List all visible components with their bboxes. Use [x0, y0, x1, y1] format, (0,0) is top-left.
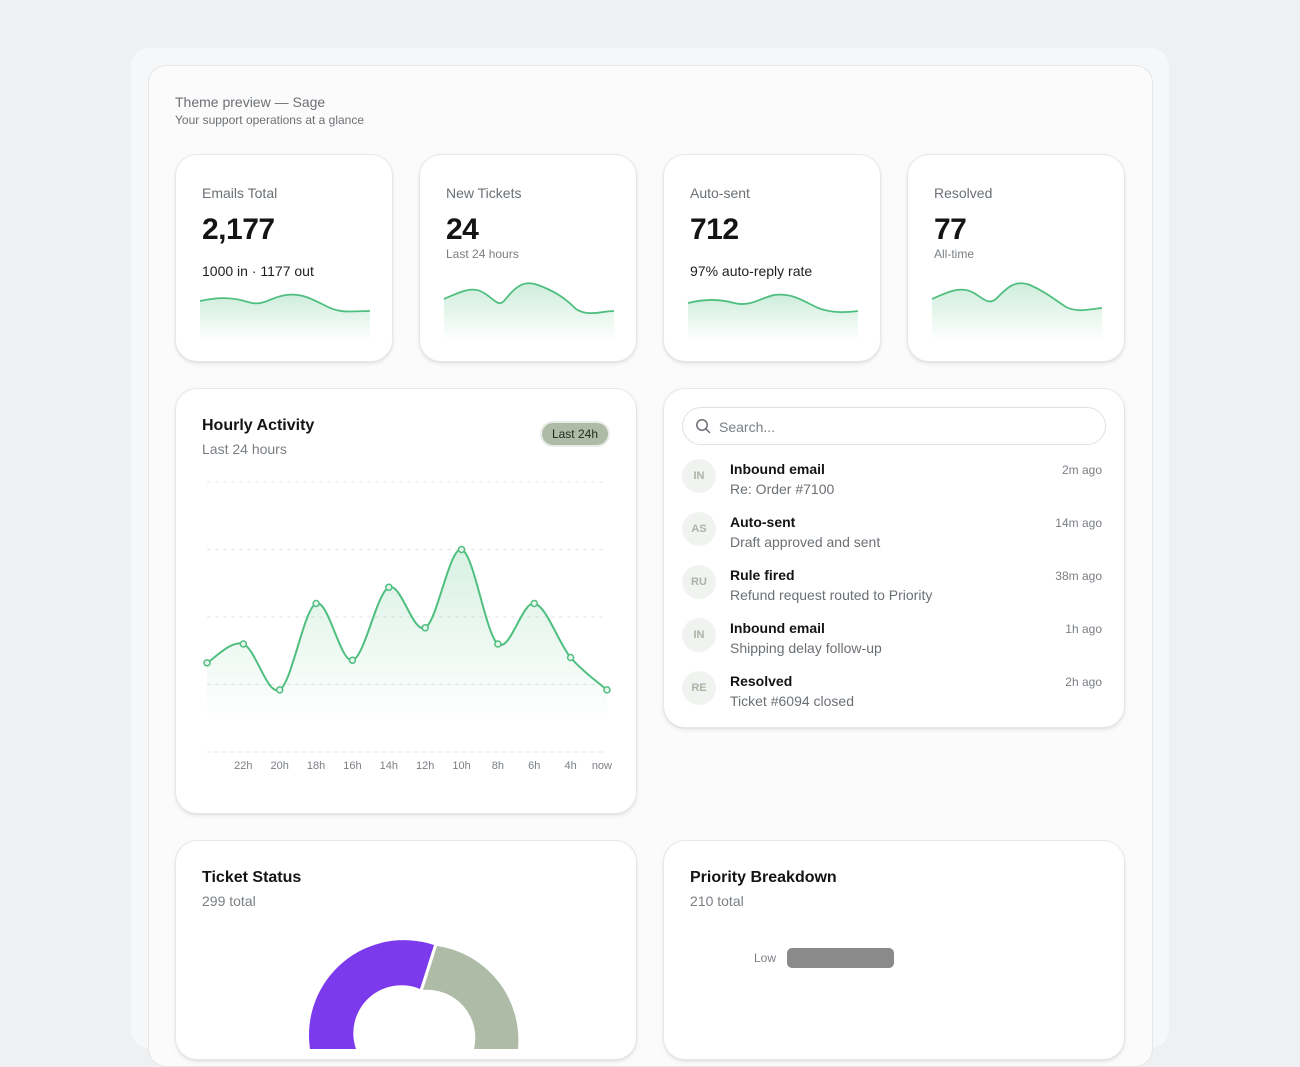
activity-feed-card: IN Inbound email Re: Order #7100 2m ago … [663, 388, 1125, 728]
ticket-status-card: Ticket Status 299 total [175, 840, 637, 1060]
data-point[interactable] [603, 686, 611, 694]
page-subtitle: Your support operations at a glance [175, 113, 365, 127]
data-point[interactable] [385, 583, 393, 592]
kpi-label: New Tickets [446, 185, 522, 201]
activity-title: Inbound email [730, 620, 825, 636]
activity-title: Rule fired [730, 567, 795, 583]
hourly-activity-chart: 22h 20h 18h 16h 14h 12h 10h 8h 6h 4h now [203, 481, 612, 772]
data-point[interactable] [203, 659, 211, 667]
activity-title: Resolved [730, 673, 793, 689]
kpi-label: Resolved [934, 185, 993, 201]
search-icon [696, 419, 711, 434]
x-tick-label: 20h [271, 760, 289, 772]
data-point[interactable] [239, 640, 248, 648]
range-pill[interactable]: Last 24h [541, 423, 608, 445]
activity-item[interactable]: IN Inbound email Shipping delay follow-u… [682, 618, 1106, 668]
activity-detail: Ticket #6094 closed [730, 693, 854, 709]
card-title: Priority Breakdown [690, 869, 837, 886]
activity-detail: Shipping delay follow-up [730, 640, 882, 656]
activity-time: 14m ago [1055, 516, 1102, 530]
activity-item[interactable]: RU Rule fired Refund request routed to P… [682, 565, 1106, 615]
activity-title: Inbound email [730, 461, 825, 477]
hourly-activity-card: Hourly Activity Last 24 hours Last 24h 2… [175, 388, 637, 814]
activity-item[interactable]: IN Inbound email Re: Order #7100 2m ago [682, 459, 1106, 509]
priority-label-low: Low [754, 951, 777, 965]
kpi-card-resolved: Resolved 77 All-time [907, 154, 1125, 362]
activity-item[interactable]: AS Auto-sent Draft approved and sent 14m… [682, 512, 1106, 562]
card-subtitle: 299 total [202, 893, 256, 909]
donut-segment-open [308, 940, 434, 1049]
kpi-subtext: Last 24 hours [446, 247, 519, 261]
search-box[interactable] [682, 407, 1106, 445]
priority-bar-low [787, 948, 894, 968]
search-input[interactable] [717, 416, 1091, 438]
activity-detail: Refund request routed to Priority [730, 587, 933, 603]
card-title: Hourly Activity [202, 417, 315, 434]
x-tick-label: 16h [343, 760, 361, 772]
sparkline [443, 282, 615, 341]
donut-segment-other [423, 946, 519, 1049]
kpi-subtext: 1000 in · 1177 out [202, 263, 314, 279]
kpi-value: 77 [934, 213, 967, 246]
data-point[interactable] [421, 624, 429, 632]
kpi-value: 712 [690, 213, 739, 246]
kpi-label: Emails Total [202, 185, 278, 201]
data-point[interactable] [530, 599, 539, 608]
x-tick-label: 12h [416, 760, 434, 772]
kpi-card-emails-total: Emails Total 2,177 1000 in · 1177 out [175, 154, 393, 362]
x-tick-label: 8h [492, 760, 504, 772]
activity-title: Auto-sent [730, 514, 796, 530]
data-point[interactable] [566, 653, 575, 662]
kpi-subtext: All-time [934, 247, 975, 261]
kpi-value: 24 [446, 213, 479, 246]
data-point[interactable] [457, 545, 466, 554]
activity-time: 2h ago [1065, 675, 1102, 689]
x-tick-label: 4h [565, 760, 577, 772]
page-title: Theme preview — Sage [175, 94, 326, 110]
priority-breakdown-card: Priority Breakdown 210 total Low [663, 840, 1125, 1060]
data-point[interactable] [348, 656, 357, 664]
activity-detail: Re: Order #7100 [730, 481, 835, 497]
activity-badge: RE [682, 671, 716, 705]
data-point[interactable] [494, 640, 502, 648]
data-point[interactable] [275, 686, 284, 694]
x-tick-label: now [592, 760, 612, 772]
card-subtitle: Last 24 hours [202, 441, 287, 457]
activity-badge: IN [682, 459, 716, 493]
kpi-label: Auto-sent [690, 185, 750, 201]
activity-detail: Draft approved and sent [730, 534, 881, 550]
card-subtitle: 210 total [690, 893, 744, 909]
x-tick-label: 22h [234, 760, 252, 772]
area-fill [207, 549, 607, 722]
x-tick-label: 14h [380, 760, 398, 772]
activity-time: 38m ago [1055, 569, 1102, 583]
kpi-value: 2,177 [202, 213, 275, 246]
kpi-subtext: 97% auto-reply rate [690, 263, 813, 279]
sparkline [931, 282, 1103, 341]
x-tick-label: 10h [452, 760, 470, 772]
activity-time: 1h ago [1065, 622, 1102, 636]
activity-time: 2m ago [1061, 463, 1102, 477]
activity-badge: IN [682, 618, 716, 652]
kpi-card-auto-sent: Auto-sent 712 97% auto-reply rate [663, 154, 881, 362]
x-tick-label: 18h [307, 760, 325, 772]
ticket-status-donut [308, 940, 519, 1049]
activity-badge: AS [682, 512, 716, 546]
sparkline [687, 293, 859, 341]
kpi-card-new-tickets: New Tickets 24 Last 24 hours [419, 154, 637, 362]
sparkline [199, 293, 371, 341]
data-point[interactable] [312, 599, 320, 608]
activity-badge: RU [682, 565, 716, 599]
activity-item[interactable]: RE Resolved Ticket #6094 closed 2h ago [682, 671, 1106, 721]
x-tick-label: 6h [528, 760, 540, 772]
card-title: Ticket Status [202, 869, 302, 886]
